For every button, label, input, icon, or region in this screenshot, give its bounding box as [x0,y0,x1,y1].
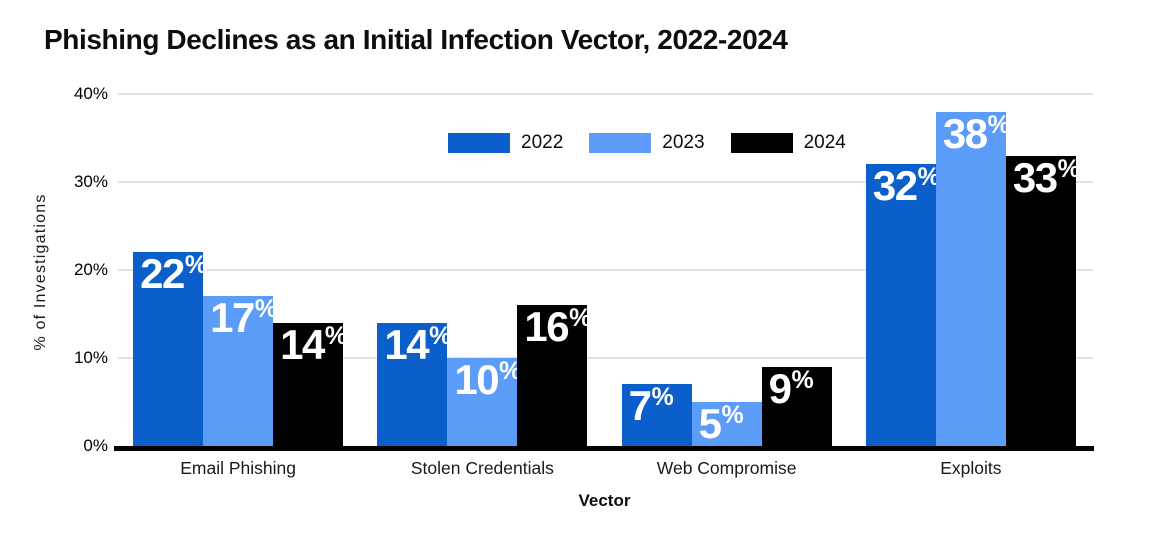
bar-value-percent-sign: % [324,321,348,350]
bar-value-percent-sign: % [721,401,744,429]
x-category-label: Email Phishing [180,458,296,478]
gridline [118,357,1093,359]
bar-value-percent-sign: % [917,163,940,192]
x-category-label: Exploits [940,458,1002,478]
y-tick-label: 0% [83,436,108,455]
bar-2023-web-compromise: 5% [691,402,762,446]
bar-2023-stolen-credentials: 10% [447,358,521,446]
x-axis-title: Vector [578,491,631,510]
gridline [118,181,1093,183]
bar-value-percent-sign: % [184,251,208,280]
bar-value-percent-sign: % [987,110,1010,139]
bar-2022-exploits: 32% [865,164,940,446]
bar-value-label: 14% [384,320,452,368]
bar-group-exploits: 32% 38% 33% [849,111,1093,446]
y-tick-label: 20% [73,260,108,279]
legend-item-2022: 2022 [448,132,563,154]
bar-2024-stolen-credentials: 16% [517,305,591,446]
bar-value-number: 14 [384,320,429,368]
bar-value-percent-sign: % [1057,154,1080,183]
bar-value-label: 14% [280,320,348,368]
bar-value-label: 38% [942,109,1010,157]
legend-swatch [448,133,510,153]
bar-value-label: 5% [699,403,744,445]
bar-value-number: 22 [140,250,185,298]
bar-value-number: 38 [942,109,988,157]
legend-item-2024: 2024 [730,132,846,154]
x-category-label: Web Compromise [656,458,797,478]
bar-value-percent-sign: % [499,357,522,385]
y-tick-label: 30% [73,172,108,191]
bar-value-percent-sign: % [429,321,452,350]
bar-value-label: 22% [140,253,207,295]
bar-value-label: 17% [210,297,277,339]
legend-label: 2023 [662,132,705,153]
chart-title: Phishing Declines as an Initial Infectio… [44,24,788,55]
legend-label: 2024 [803,132,846,153]
bar-value-number: 32 [872,162,918,210]
bar-2024-web-compromise: 9% [761,364,832,446]
bar-2024-exploits: 33% [1005,155,1080,446]
bar-value-number: 14 [280,320,325,368]
bar-groups: 22% 17% 14% 14% 10% 16% 7% 5% 9% 32% 38% 33% [116,94,1093,446]
bar-value-number: 5 [698,400,722,447]
bar-value-percent-sign: % [651,383,674,412]
legend-swatch [589,133,652,153]
bar-2023-exploits: 38% [935,111,1010,446]
bar-group-stolen-credentials: 14% 10% 16% [360,305,604,446]
x-axis-line [114,446,1094,451]
plot-area: 0% 10% 20% 30% 40% 22% 17% 14% 14% 10% 16% 7% 5% 9% 32… [74,84,1093,455]
bar-value-number: 7 [628,382,652,430]
x-axis-labels: Email Phishing Stolen Credentials Web Comp… [116,458,1093,479]
gridline [118,93,1093,95]
bar-group-web-compromise: 7% 5% 9% [605,364,849,446]
bar-value-number: 17 [210,294,255,342]
x-category-label: Stolen Credentials [410,458,554,478]
bar-2022-stolen-credentials: 14% [377,322,451,446]
bar-value-number: 10 [454,356,499,403]
gridline [118,269,1093,271]
legend: 2022 2023 2024 [448,132,846,154]
y-tick-label: 10% [73,348,108,367]
bar-value-percent-sign: % [254,295,278,324]
bar-value-percent-sign: % [791,365,814,394]
bar-value-percent-sign: % [569,304,592,333]
legend-label: 2022 [521,132,564,153]
bar-2023-email-phishing: 17% [203,296,277,446]
bar-2022-web-compromise: 7% [621,384,692,446]
bar-value-label: 32% [873,165,940,207]
y-tick-label: 40% [73,84,108,103]
legend-swatch [730,133,793,153]
legend-item-2023: 2023 [589,132,705,154]
bar-group-email-phishing: 22% 17% 14% [116,252,360,446]
bar-2024-email-phishing: 14% [273,322,347,446]
bar-value-label: 16% [524,306,591,348]
bar-2022-email-phishing: 22% [133,252,207,446]
bar-value-label: 33% [1012,153,1080,201]
bar-value-label: 10% [454,359,521,401]
bar-value-number: 16 [524,303,569,351]
bar-value-number: 9 [768,364,792,412]
bar-value-number: 33 [1012,153,1058,201]
y-axis-title: % of Investigations [32,193,49,351]
bar-value-label: 9% [768,364,814,412]
bar-value-label: 7% [629,385,674,427]
